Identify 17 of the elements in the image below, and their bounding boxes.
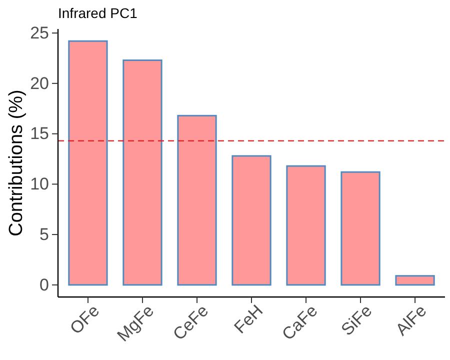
y-axis-title: Contributions (%) — [6, 90, 27, 236]
y-tick-label: 0 — [40, 275, 49, 294]
x-tick-label: OFe — [66, 301, 104, 338]
y-tick-label: 15 — [30, 124, 49, 144]
bar — [177, 114, 217, 286]
y-tick-label: 20 — [30, 74, 49, 93]
bar — [232, 155, 272, 286]
bar — [122, 59, 162, 286]
bar — [395, 275, 435, 286]
y-tick-label: 5 — [40, 224, 49, 244]
bar — [68, 40, 108, 286]
chart-title: Infrared PC1 — [58, 5, 138, 21]
y-tick-label: 25 — [30, 23, 49, 42]
bar — [286, 165, 326, 286]
bar — [340, 171, 380, 286]
x-tick-label: SiFe — [338, 301, 376, 340]
y-tick-label: 10 — [30, 174, 49, 194]
